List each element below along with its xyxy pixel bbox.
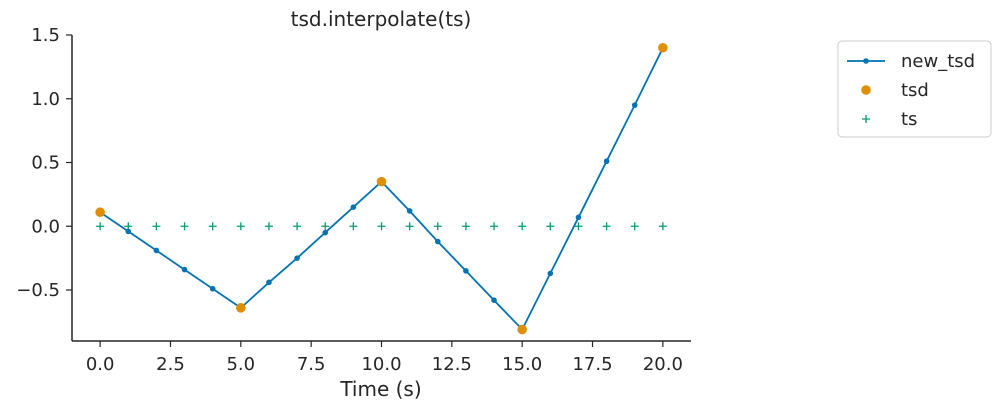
new-tsd-point [463, 268, 469, 274]
tsd-point [658, 42, 668, 53]
ts-point [208, 222, 217, 231]
legend-label: tsd [901, 80, 929, 101]
new-tsd-point [153, 247, 160, 254]
ts-point [405, 222, 414, 231]
tsd-point [376, 176, 387, 187]
ts-point [152, 222, 161, 231]
y-tick-label: 0.5 [31, 153, 60, 174]
legend-label: new_tsd [901, 51, 975, 72]
x-tick-label: 7.5 [297, 354, 326, 375]
tsd-point [517, 324, 527, 335]
new-tsd-line [99, 47, 664, 332]
legend-dot-swatch [863, 58, 869, 64]
ts-point [461, 222, 470, 231]
ts-point [630, 222, 639, 231]
x-tick-label: 5.0 [226, 354, 255, 375]
plot-axes: 0.0 2.5 5.0 7.5 10.0 12.5 15.0 17.5 20.0 −0.5 0.0 0… [16, 25, 691, 375]
x-tick-label: 10.0 [361, 354, 401, 375]
ts-point [264, 222, 273, 231]
ts-point [96, 222, 105, 231]
x-tick-label: 12.5 [432, 354, 472, 375]
ts-point [349, 222, 358, 231]
y-tick-label: 0.0 [31, 216, 60, 237]
ts-point [574, 222, 583, 231]
y-tick-label: −0.5 [16, 280, 60, 301]
ts-point [236, 222, 245, 231]
ts-point [433, 222, 442, 231]
new-tsd-point [266, 279, 272, 286]
ts-point [602, 222, 611, 231]
ts-point [377, 222, 386, 231]
tsd-point [95, 207, 105, 218]
ts-point [658, 222, 667, 231]
new-tsd-point [125, 228, 132, 235]
ts-point [546, 222, 555, 231]
ts-point [321, 222, 330, 231]
ts-point [490, 222, 499, 231]
legend-entry-ts: ts [862, 109, 917, 130]
legend-frame [837, 40, 992, 138]
series-new-tsd [97, 44, 666, 333]
series-tsd [95, 42, 668, 335]
chart-title: tsd.interpolate(ts) [291, 7, 472, 31]
ts-point [293, 222, 302, 231]
new-tsd-point [406, 208, 413, 214]
legend-label: ts [901, 109, 917, 130]
x-axis-label: Time (s) [339, 377, 421, 401]
new-tsd-point [209, 285, 216, 292]
new-tsd-point [603, 158, 610, 165]
new-tsd-point [350, 204, 357, 210]
series-ts [96, 222, 667, 231]
y-tick-label: 1.5 [31, 25, 60, 46]
tsd-point [236, 303, 246, 313]
new-tsd-point [181, 266, 188, 273]
plot-area [95, 42, 668, 335]
new-tsd-point [547, 270, 554, 277]
x-tick-label: 2.5 [156, 354, 185, 375]
x-tick-label: 17.5 [572, 354, 612, 375]
y-tick-label: 1.0 [31, 89, 60, 110]
legend-marker-swatch [861, 85, 871, 95]
new-tsd-point [631, 102, 638, 108]
x-tick-label: 20.0 [643, 354, 683, 375]
ts-point [180, 222, 189, 231]
x-tick-label: 15.0 [502, 354, 542, 375]
new-tsd-point [322, 229, 329, 236]
x-tick-label: 0.0 [86, 354, 115, 375]
legend-entry-new-tsd: new_tsd [847, 51, 975, 72]
legend-entry-tsd: tsd [861, 80, 929, 101]
new-tsd-point [491, 297, 497, 304]
legend-plus-swatch [862, 115, 870, 123]
new-tsd-point [434, 238, 441, 245]
new-tsd-point [575, 214, 582, 221]
new-tsd-point [294, 255, 300, 261]
ts-point [518, 222, 527, 231]
